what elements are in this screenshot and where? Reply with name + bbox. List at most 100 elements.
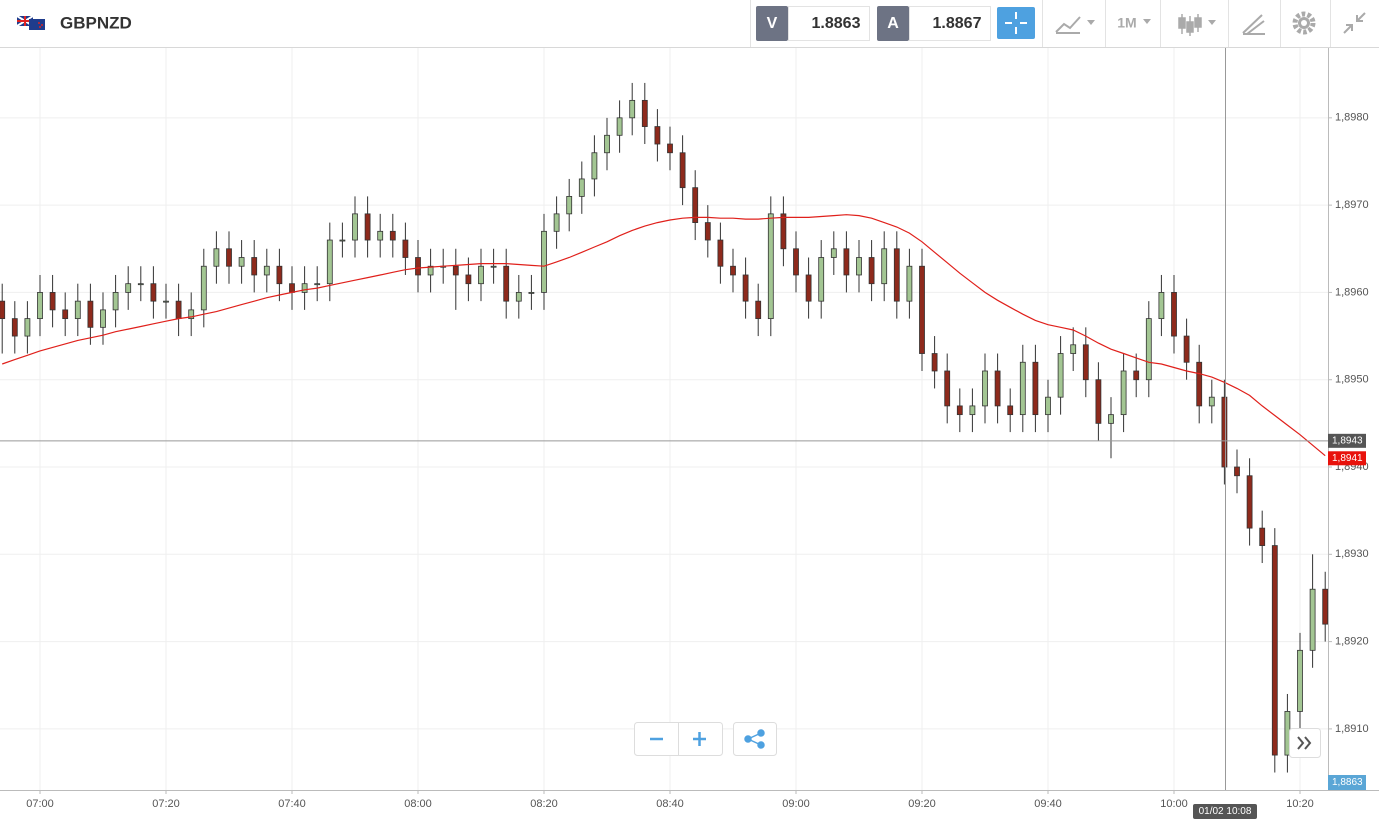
candle-body bbox=[24, 318, 31, 337]
candle-body bbox=[478, 265, 484, 285]
candle-body bbox=[415, 257, 421, 276]
buy-button[interactable] bbox=[877, 6, 909, 41]
candle-body bbox=[919, 265, 925, 354]
candle-body bbox=[717, 239, 724, 267]
y-tick-label: 1,8980 bbox=[1335, 112, 1369, 124]
candle-body bbox=[490, 265, 497, 268]
candle-body bbox=[541, 230, 547, 293]
candle-body bbox=[1196, 361, 1203, 407]
candle-body bbox=[1095, 379, 1102, 424]
candle-body bbox=[352, 213, 358, 241]
candle-body bbox=[0, 300, 6, 320]
candle-body bbox=[704, 222, 711, 241]
y-tick-label: 1,8930 bbox=[1335, 548, 1369, 560]
candle-body bbox=[767, 213, 774, 320]
candle-body bbox=[881, 248, 888, 285]
x-tick-label: 07:20 bbox=[152, 798, 180, 810]
x-tick-label: 10:00 bbox=[1160, 798, 1188, 810]
candle-body bbox=[1032, 361, 1039, 416]
candle-body bbox=[112, 292, 119, 311]
candle-body bbox=[1259, 527, 1266, 546]
timeframe-button[interactable]: 1M bbox=[1117, 15, 1136, 31]
candle-body bbox=[1297, 649, 1303, 712]
candle-body bbox=[402, 239, 409, 258]
crosshair-time-tag bbox=[1193, 804, 1257, 819]
candle-body bbox=[1208, 396, 1215, 407]
candle-body bbox=[213, 248, 220, 267]
draw-button[interactable] bbox=[1242, 14, 1265, 35]
candle-body bbox=[238, 257, 245, 267]
plot bbox=[0, 82, 1328, 773]
candle-body bbox=[830, 248, 837, 258]
flag-icon bbox=[16, 15, 45, 30]
candle-body bbox=[364, 213, 371, 241]
x-tick-label: 08:00 bbox=[404, 798, 432, 810]
ma-price-tag bbox=[1328, 451, 1366, 466]
candle-body bbox=[314, 283, 321, 286]
x-tick-label: 08:20 bbox=[530, 798, 558, 810]
candle-body bbox=[1120, 370, 1127, 416]
candle-body bbox=[931, 353, 938, 372]
candle-body bbox=[289, 283, 295, 293]
crosshair-icon bbox=[1005, 12, 1027, 34]
candle-body bbox=[1019, 361, 1026, 416]
share-button[interactable] bbox=[733, 722, 777, 756]
candle-body bbox=[452, 265, 459, 276]
candle-body bbox=[566, 195, 573, 215]
candle-body bbox=[553, 213, 560, 232]
y-tick-label: 1,8910 bbox=[1335, 723, 1369, 735]
crosshair-price-tag bbox=[1328, 433, 1366, 448]
x-tick-label: 09:40 bbox=[1034, 798, 1062, 810]
candle-body bbox=[1171, 292, 1177, 337]
candle-body bbox=[956, 405, 963, 416]
candle-body bbox=[1070, 344, 1077, 354]
candle-body bbox=[742, 274, 749, 302]
sell-price-box[interactable] bbox=[788, 6, 870, 41]
candle-body bbox=[1271, 545, 1278, 756]
x-tick-label: 09:20 bbox=[908, 798, 936, 810]
sell-button[interactable] bbox=[756, 6, 788, 41]
candle-body bbox=[1057, 353, 1064, 398]
candle-body bbox=[427, 265, 434, 276]
candle-body bbox=[276, 265, 283, 285]
candle-body bbox=[944, 370, 951, 407]
buy-price-box[interactable] bbox=[909, 6, 991, 41]
zoom-in-button[interactable] bbox=[693, 732, 706, 746]
candle-body bbox=[868, 257, 875, 285]
candle-body bbox=[339, 239, 346, 242]
scroll-latest-button[interactable] bbox=[1289, 728, 1321, 758]
x-tick-label: 07:00 bbox=[26, 798, 54, 810]
overlay: 1,8943 1,8941 1,8863 01/02 10:08 bbox=[0, 48, 1366, 819]
candle-body bbox=[679, 152, 686, 189]
candle-body bbox=[200, 265, 207, 311]
crosshair-button[interactable] bbox=[997, 7, 1035, 39]
candle-body bbox=[389, 230, 396, 241]
candle-body bbox=[528, 292, 535, 294]
candle-body bbox=[994, 370, 1001, 407]
candle-body bbox=[818, 257, 825, 302]
candle-body bbox=[503, 265, 510, 302]
candle-body bbox=[87, 300, 94, 328]
dropdown-arrow bbox=[1143, 19, 1151, 24]
buy-label: A bbox=[887, 15, 899, 32]
candle-body bbox=[175, 300, 182, 320]
candle-body bbox=[591, 152, 598, 180]
collapse-button[interactable] bbox=[1343, 12, 1366, 34]
candle-body bbox=[906, 265, 913, 302]
chart-type-button[interactable] bbox=[1055, 16, 1095, 34]
candle-body bbox=[654, 126, 661, 145]
candle-body bbox=[604, 134, 610, 154]
y-tick-label: 1,8950 bbox=[1335, 374, 1369, 386]
candle-body bbox=[856, 257, 862, 276]
settings-button[interactable] bbox=[1292, 11, 1316, 35]
candle-body bbox=[263, 265, 270, 276]
candle-body bbox=[226, 248, 232, 267]
y-tick-label: 1,8960 bbox=[1335, 286, 1369, 298]
candle-body bbox=[780, 213, 787, 250]
candle-body bbox=[641, 99, 648, 127]
candle-body bbox=[74, 300, 81, 320]
candle-body bbox=[150, 283, 157, 302]
candle-style-button[interactable] bbox=[1178, 14, 1216, 36]
candle-body bbox=[1082, 344, 1089, 381]
